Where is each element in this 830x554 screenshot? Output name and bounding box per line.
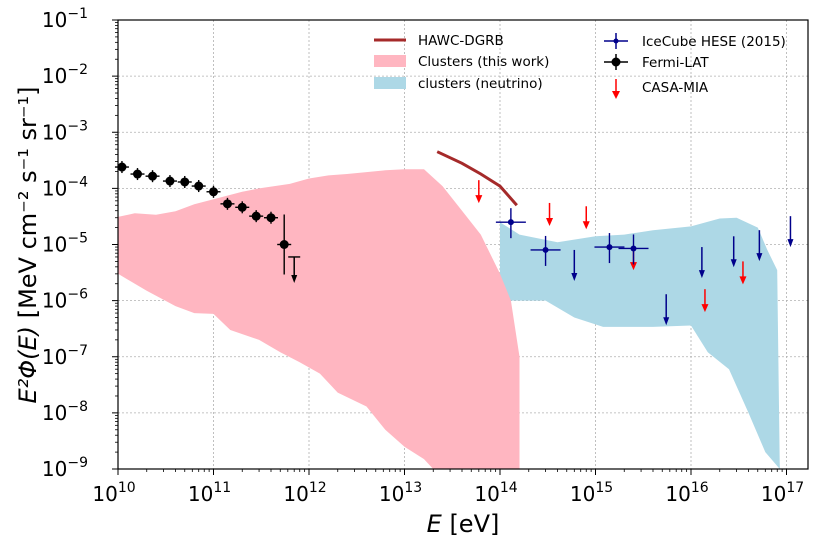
fermi-marker	[132, 169, 142, 179]
upper-limit-head	[546, 217, 554, 226]
y-tick-label: 10−5	[42, 231, 88, 257]
legend-icecube-label: IceCube HESE (2015)	[642, 34, 786, 50]
icecube-upper-limit	[787, 216, 794, 248]
legend-clusters-label: Clusters (this work)	[418, 54, 549, 70]
icecube-upper-limit	[698, 247, 705, 279]
x-tick-label: 1013	[379, 480, 422, 506]
icecube-marker	[542, 246, 549, 253]
y-tick-label: 10−2	[42, 62, 88, 88]
fermi-marker	[237, 202, 247, 212]
legend-casa-marker	[612, 79, 620, 99]
upper-limit-head	[756, 253, 763, 262]
upper-limit-head	[701, 304, 709, 313]
icecube-marker	[507, 219, 514, 226]
fermi-marker	[165, 176, 175, 186]
upper-limit-head	[475, 195, 483, 204]
legend-icecube-marker	[604, 33, 628, 49]
upper-limit-head	[698, 270, 705, 279]
hawc-dgrb-line	[436, 150, 518, 207]
fermi-marker	[117, 162, 127, 172]
icecube-marker	[630, 245, 637, 252]
casa-mia-limit	[701, 289, 709, 313]
bands	[118, 169, 780, 469]
icecube-upper-limit	[730, 236, 737, 268]
fermi-marker	[266, 213, 276, 223]
casa-mia-limit	[475, 180, 483, 204]
fermi-lat-point	[130, 168, 145, 181]
fermi-lat-point	[114, 161, 129, 174]
fermi-lat-point	[220, 197, 235, 210]
upper-limit-head	[630, 262, 638, 271]
fermi-lat-point	[191, 180, 206, 193]
ticks: 1010 1011 1012 1013 1014 1015 1016 1017 10−9 10−8…	[42, 6, 804, 506]
legend-fermi-marker	[604, 54, 628, 70]
legend-casa-label: CASA-MIA	[642, 80, 709, 96]
icecube-point	[618, 234, 649, 265]
clusters-this-work-band	[118, 169, 520, 469]
fermi-lat-point	[177, 175, 192, 188]
fermi-marker	[180, 177, 190, 187]
y-tick-label: 10−9	[42, 455, 88, 481]
legend: HAWC-DGRB Clusters (this work) clusters …	[374, 33, 786, 99]
x-tick-label: 1015	[570, 480, 613, 506]
fermi-lat-point	[145, 170, 160, 183]
icecube-point	[530, 235, 561, 266]
fermi-marker	[194, 181, 204, 191]
y-tick-label: 10−7	[42, 343, 88, 369]
upper-limit-head	[571, 272, 578, 281]
casa-mia-limit	[546, 202, 554, 226]
y-tick-label: 10−3	[42, 118, 88, 144]
x-tick-label: 1017	[761, 480, 804, 506]
fermi-marker	[222, 199, 232, 209]
legend-neutrino-swatch	[374, 77, 406, 89]
legend-clusters-swatch	[374, 55, 406, 67]
x-tick-label: 1014	[474, 480, 517, 506]
legend-fermi-label: Fermi-LAT	[642, 55, 709, 71]
fermi-marker	[209, 187, 218, 197]
upper-limit-head	[730, 259, 737, 268]
y-tick-label: 10−1	[42, 6, 88, 32]
x-axis-label: E [eV]	[427, 510, 500, 538]
fermi-lat-point	[162, 175, 177, 188]
x-tick-label: 1010	[92, 480, 135, 506]
icecube-upper-limit	[571, 249, 578, 281]
upper-limit-head	[739, 276, 747, 285]
legend-neutrino-label: clusters (neutrino)	[418, 76, 543, 92]
upper-limit-head	[291, 274, 298, 283]
fermi-lat-point	[277, 214, 292, 275]
fermi-marker	[148, 171, 158, 181]
casa-mia-limit	[739, 261, 747, 285]
icecube-point	[495, 208, 526, 239]
x-tick-label: 1011	[188, 480, 231, 506]
fermi-marker	[279, 240, 289, 249]
upper-limit-head	[582, 221, 590, 230]
casa-mia-limit	[582, 206, 590, 230]
icecube-upper-limit	[756, 230, 763, 262]
x-tick-label: 1012	[283, 480, 326, 506]
y-tick-label: 10−6	[42, 287, 88, 313]
y-axis-label: E²Φ(E) [MeV cm⁻² s⁻¹ sr⁻¹]	[14, 86, 42, 403]
icecube-upper-limit	[663, 294, 670, 326]
fermi-lat-point	[206, 185, 221, 198]
icecube-point	[594, 233, 625, 264]
y-tick-label: 10−4	[42, 174, 88, 200]
fermi-lat-point	[235, 201, 250, 214]
fermi-upper-limit	[291, 256, 298, 283]
upper-limit-head	[787, 239, 794, 248]
markers	[114, 150, 794, 326]
clusters-neutrino-band	[500, 217, 780, 469]
fermi-lat-point	[263, 211, 278, 224]
upper-limit-head	[663, 317, 670, 326]
icecube-marker	[606, 244, 613, 251]
y-tick-label: 10−8	[42, 399, 88, 425]
x-tick-label: 1016	[665, 480, 708, 506]
fermi-marker	[251, 211, 261, 221]
fermi-lat-point	[249, 210, 264, 223]
legend-hawc-label: HAWC-DGRB	[418, 33, 504, 49]
